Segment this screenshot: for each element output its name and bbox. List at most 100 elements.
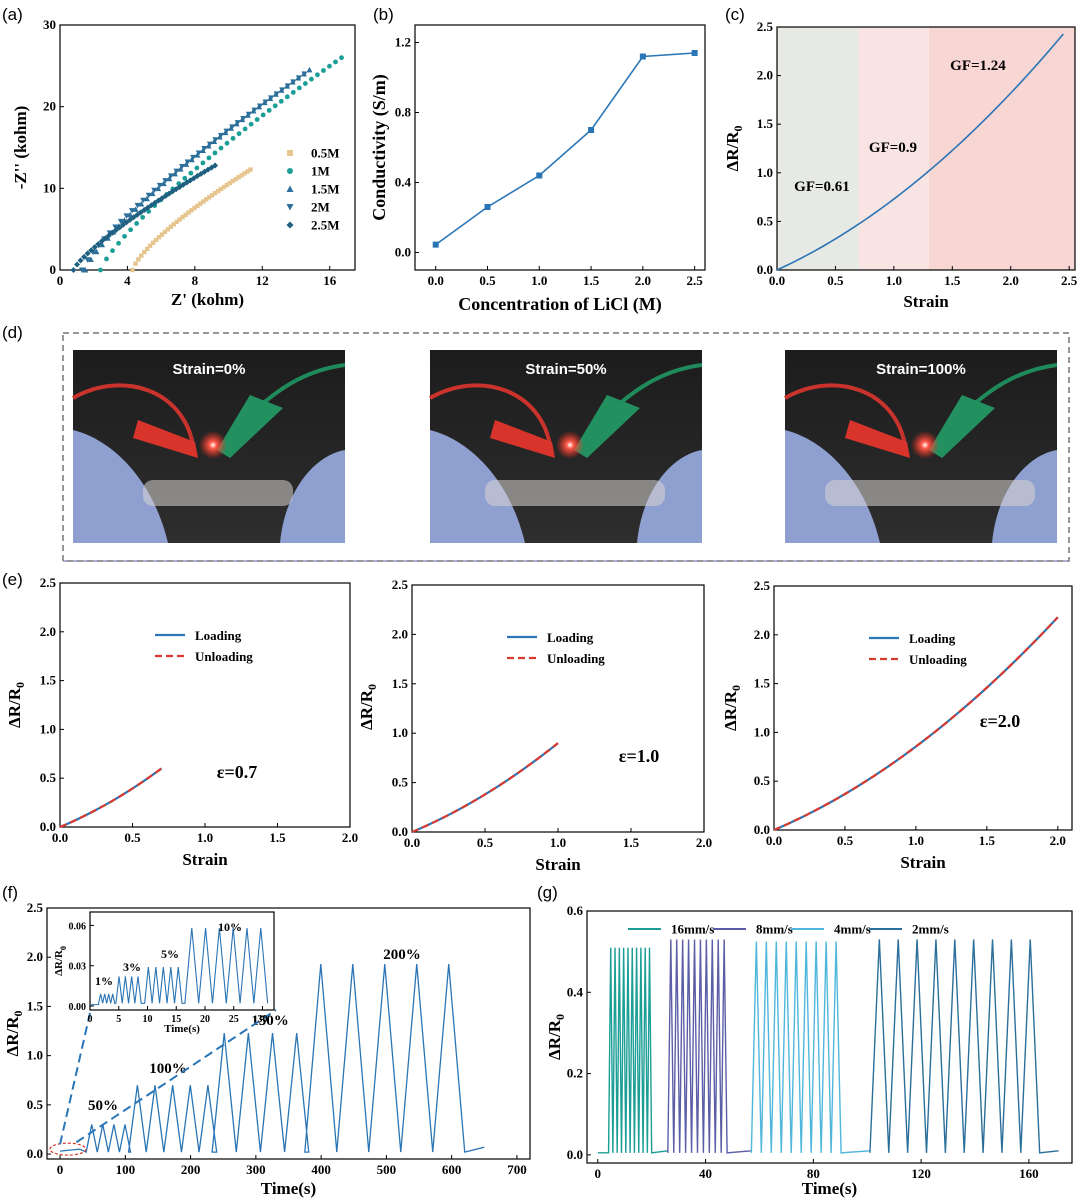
gauge-factor-label: GF=1.24 xyxy=(950,58,1006,74)
x-tick-label: 0.5 xyxy=(827,273,844,288)
panel-label-g: (g) xyxy=(537,883,558,902)
y-tick-label: 0.0 xyxy=(754,822,770,837)
data-point xyxy=(159,232,165,237)
y-axis-label: ΔR/R0 xyxy=(357,684,379,730)
y-tick-label: 30 xyxy=(43,17,56,32)
data-point xyxy=(296,85,302,91)
data-point xyxy=(112,224,119,231)
x-tick-label: 20 xyxy=(200,1014,210,1025)
data-point xyxy=(248,167,253,172)
x-tick-label: 25 xyxy=(229,1014,239,1025)
epsilon-label: ε=0.7 xyxy=(217,762,257,782)
data-point xyxy=(165,227,171,232)
data-point xyxy=(199,147,206,154)
data-point xyxy=(138,200,145,207)
red-clip xyxy=(845,420,910,458)
data-point xyxy=(209,192,215,198)
data-point xyxy=(162,229,168,235)
data-point xyxy=(93,248,100,255)
x-tick-label: 0 xyxy=(57,273,64,288)
data-point xyxy=(74,261,81,268)
data-point xyxy=(212,190,218,196)
data-point xyxy=(212,150,218,156)
y-tick-label: 0.6 xyxy=(567,903,584,918)
data-point xyxy=(183,161,190,167)
y-axis-label: ΔR/R0 xyxy=(5,682,27,728)
data-point xyxy=(139,253,144,258)
y-tick-label: 0.0 xyxy=(567,1147,583,1162)
gauge-regions xyxy=(777,27,1075,270)
data-point xyxy=(87,256,94,263)
panel-label-b: (b) xyxy=(373,5,394,24)
data-point xyxy=(245,169,250,174)
right-glove xyxy=(637,450,702,543)
inset-background xyxy=(90,912,274,1010)
data-point xyxy=(306,66,313,73)
legend-marker xyxy=(286,221,294,229)
series-4mm/s xyxy=(750,941,870,1154)
data-point xyxy=(188,156,195,163)
data-point xyxy=(327,63,332,69)
y-tick-label: 0.5 xyxy=(27,1097,44,1112)
red-wire xyxy=(72,383,195,446)
data-point xyxy=(156,234,162,240)
legend-label-unloading: Unloading xyxy=(195,649,253,664)
chart-g: 0 40 80 120 160 0.0 0.2 0.4 0.6 Time(s) ΔR/R0 16mm/… xyxy=(545,903,1073,1198)
x-tick-label: 160 xyxy=(1019,1166,1039,1181)
x-tick-label: 12 xyxy=(256,273,269,288)
data-point xyxy=(162,178,169,184)
x-axis-label: Time(s) xyxy=(261,1179,316,1198)
x-tick-label: 0 xyxy=(88,1014,93,1025)
data-point xyxy=(78,267,85,273)
x-tick-label: 0.5 xyxy=(477,835,494,850)
y-tick-label: 2.5 xyxy=(27,900,44,915)
data-point xyxy=(321,68,326,73)
series-8mm/s xyxy=(667,939,752,1154)
data-point xyxy=(212,137,219,143)
data-point xyxy=(133,261,138,266)
legend-label-loading: Loading xyxy=(547,630,594,645)
plot-frame xyxy=(776,26,1076,271)
y-axis-label: ΔR/R0 xyxy=(721,685,743,731)
y-tick-label: 2.0 xyxy=(27,949,43,964)
data-point xyxy=(212,162,219,169)
data-point xyxy=(180,214,185,220)
zoom-ellipse xyxy=(49,1142,87,1156)
data-point xyxy=(254,117,260,122)
data-point xyxy=(98,238,105,245)
data-point xyxy=(171,222,176,227)
left-glove xyxy=(73,430,168,543)
y-tick-label: 1.5 xyxy=(40,673,57,688)
x-tick-label: 0.0 xyxy=(428,273,444,288)
inset-x-axis-label: Time(s) xyxy=(164,1023,200,1035)
panel-label-d: (d) xyxy=(2,323,23,342)
y-tick-label: 0.00 xyxy=(69,1002,87,1013)
x-tick-label: 8 xyxy=(192,273,199,288)
series-2mm/s xyxy=(869,939,1059,1154)
x-tick-label: 300 xyxy=(246,1162,266,1177)
data-point xyxy=(171,170,178,177)
data-point xyxy=(284,94,290,100)
data-point xyxy=(205,142,212,149)
led-glow xyxy=(911,431,939,459)
x-tick-label: 1.0 xyxy=(908,833,924,848)
inset-y-axis-label: ΔR/R0 xyxy=(53,946,68,976)
data-point xyxy=(308,76,314,82)
data-point xyxy=(136,257,141,262)
legend-marker xyxy=(287,168,293,174)
data-point xyxy=(84,257,91,263)
data-point xyxy=(260,112,266,118)
y-tick-label: 1.5 xyxy=(757,116,774,131)
data-point xyxy=(128,227,133,233)
data-point xyxy=(149,190,156,197)
data-point xyxy=(70,267,77,273)
data-point xyxy=(110,248,115,254)
legend-label: 0.5M xyxy=(311,146,340,161)
loading-curve xyxy=(59,767,163,829)
data-point xyxy=(195,150,202,156)
data-point xyxy=(266,107,272,113)
data-point xyxy=(84,250,91,257)
plot-frame xyxy=(46,907,531,1160)
data-point xyxy=(130,267,135,273)
x-tick-label: 400 xyxy=(311,1162,331,1177)
